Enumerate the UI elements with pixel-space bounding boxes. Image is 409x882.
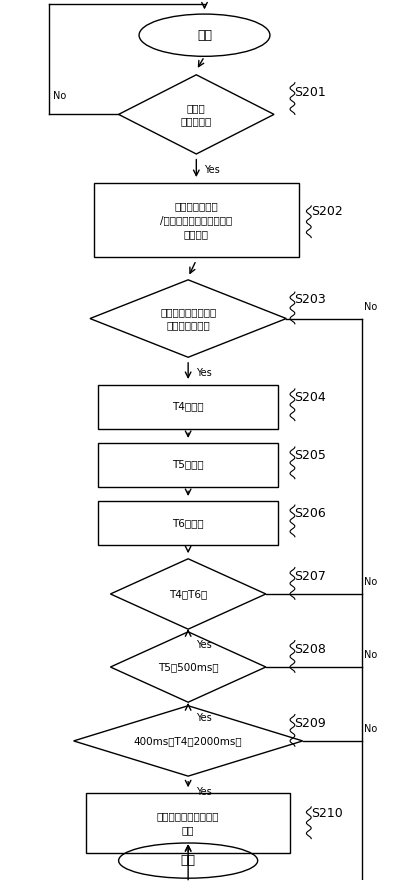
Text: S210: S210	[311, 807, 343, 820]
Text: S206: S206	[294, 507, 326, 520]
Text: 400ms＜T4＜2000ms？: 400ms＜T4＜2000ms？	[134, 736, 243, 746]
Text: No: No	[364, 724, 377, 734]
Text: T5＜500ms？: T5＜500ms？	[158, 662, 218, 672]
Text: T4を計測: T4を計測	[172, 401, 204, 412]
Text: S204: S204	[294, 392, 326, 404]
Bar	[94, 183, 299, 258]
Text: T5を計測: T5を計測	[172, 460, 204, 469]
Text: S207: S207	[294, 570, 326, 583]
Bar	[98, 385, 278, 429]
Text: 終了: 終了	[181, 854, 196, 867]
Text: Yes: Yes	[196, 713, 212, 722]
Text: 動体を
検出した？: 動体を 検出した？	[181, 103, 212, 126]
Text: 第１検出エリア
/第２検出エリアにおける
速度認識: 第１検出エリア /第２検出エリアにおける 速度認識	[160, 201, 232, 239]
Text: キック動作の検知信号
出力: キック動作の検知信号 出力	[157, 811, 219, 834]
Text: S205: S205	[294, 449, 326, 462]
Text: S202: S202	[311, 205, 343, 218]
Text: No: No	[53, 91, 66, 101]
Text: No: No	[364, 302, 377, 311]
Bar	[98, 501, 278, 545]
Text: No: No	[364, 577, 377, 587]
Text: S208: S208	[294, 643, 326, 656]
Text: Yes: Yes	[196, 368, 212, 377]
Bar	[86, 793, 290, 853]
Text: T6を計測: T6を計測	[172, 518, 204, 527]
Text: Yes: Yes	[196, 639, 212, 650]
Text: 第１検出エリアでの
速度認識が先？: 第１検出エリアでの 速度認識が先？	[160, 307, 216, 330]
Text: Yes: Yes	[196, 787, 212, 796]
Text: S201: S201	[294, 86, 326, 99]
Text: S203: S203	[294, 293, 326, 306]
Text: No: No	[364, 650, 377, 660]
Text: T4＞T6？: T4＞T6？	[169, 589, 207, 599]
Text: S209: S209	[294, 717, 326, 729]
Text: 開始: 開始	[197, 29, 212, 41]
Bar	[98, 443, 278, 487]
Text: Yes: Yes	[204, 165, 220, 175]
